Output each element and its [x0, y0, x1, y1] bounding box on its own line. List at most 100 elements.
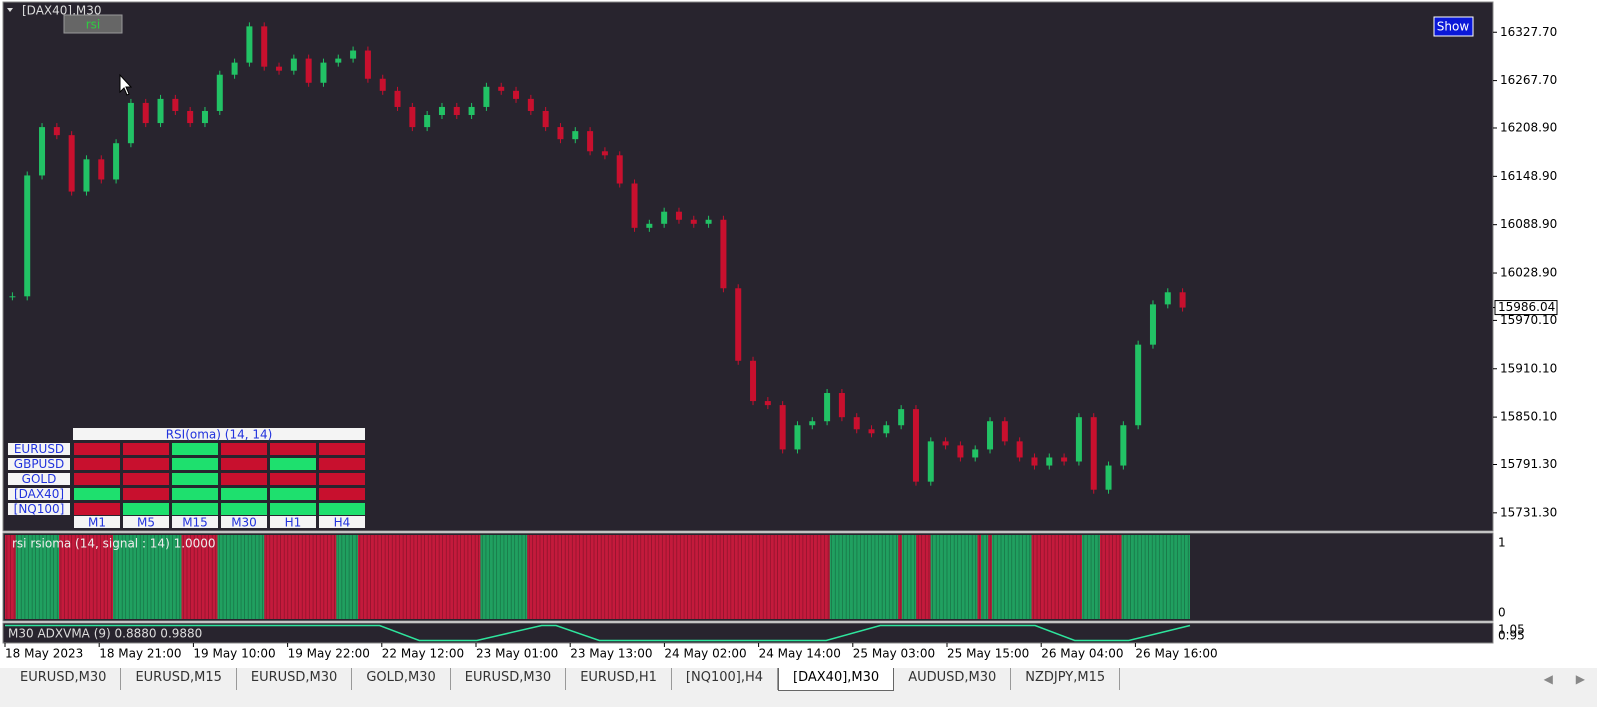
- show-button[interactable]: [1433, 16, 1474, 37]
- candle: [53, 127, 60, 136]
- y-tick-label: 16088.90: [1500, 217, 1557, 231]
- rsi-run-stripes: [1031, 535, 1082, 619]
- candle: [675, 211, 682, 220]
- chart-tab[interactable]: EURUSD,M15: [121, 668, 237, 690]
- signal-cell: [172, 443, 218, 455]
- signal-cell: [172, 473, 218, 485]
- candle: [1120, 425, 1127, 466]
- x-tick-label: 25 May 15:00: [947, 647, 1029, 661]
- chart-tab[interactable]: GOLD,M30: [352, 668, 451, 690]
- row-label: GBPUSD: [14, 457, 64, 471]
- x-tick-label: 22 May 12:00: [382, 647, 464, 661]
- table-header: [73, 428, 365, 440]
- rsi-run-stripes: [901, 535, 917, 619]
- candle: [1090, 417, 1097, 490]
- signal-cell: [74, 503, 120, 515]
- rsi-run-stripes: [981, 535, 989, 619]
- signal-cell: [123, 473, 169, 485]
- candle: [853, 417, 860, 430]
- candle: [661, 211, 668, 224]
- chart-tab[interactable]: EURUSD,M30: [6, 668, 122, 690]
- candle: [379, 78, 386, 91]
- candle: [705, 219, 712, 224]
- rsi-run-stripes: [1121, 535, 1190, 619]
- chart-tab[interactable]: [DAX40],M30: [778, 668, 895, 691]
- candle: [187, 110, 194, 124]
- signal-cell: [319, 503, 365, 515]
- rsi-run-stripes: [988, 535, 992, 619]
- candle: [972, 449, 979, 458]
- chart-window: [DAX40],M30 rsi Show rsi rsioma (14, sig…: [0, 0, 1597, 668]
- row-label-bg: [8, 503, 70, 515]
- chart-tab[interactable]: [NQ100],H4: [672, 668, 779, 690]
- candle: [720, 219, 727, 289]
- column-label: M15: [182, 516, 208, 530]
- candle: [572, 131, 579, 140]
- show-button-label[interactable]: Show: [1437, 20, 1470, 34]
- chart-symbol: [DAX40],M30: [22, 4, 102, 18]
- adx-line: [5, 624, 1191, 642]
- rsi-run-stripes: [264, 535, 337, 619]
- candle: [868, 429, 875, 434]
- candle: [142, 102, 149, 124]
- candle: [320, 62, 327, 83]
- candle: [646, 223, 653, 228]
- candle: [231, 62, 238, 75]
- candle: [838, 393, 845, 418]
- signal-cell: [172, 458, 218, 470]
- column-label: M5: [137, 516, 155, 530]
- candle: [957, 445, 964, 458]
- rsi-run-stripes: [829, 535, 899, 619]
- candle: [750, 360, 757, 402]
- rsi-run-stripes: [59, 535, 114, 619]
- x-tick-label: 26 May 04:00: [1041, 647, 1123, 661]
- column-label: M30: [231, 516, 257, 530]
- y-tick-label: 16148.90: [1500, 169, 1557, 183]
- signal-cell: [270, 503, 316, 515]
- signal-cell: [270, 473, 316, 485]
- column-label-bg: [74, 516, 120, 528]
- rsi-run-stripes: [217, 535, 265, 619]
- candle: [335, 58, 342, 63]
- chart-tab[interactable]: AUDUSD,M30: [894, 668, 1012, 690]
- chart-tab[interactable]: EURUSD,H1: [566, 668, 672, 690]
- rsi-button[interactable]: [63, 14, 123, 34]
- candle: [794, 425, 801, 450]
- candle: [364, 50, 371, 79]
- chart-tab[interactable]: EURUSD,M30: [237, 668, 353, 690]
- candle: [1001, 421, 1008, 442]
- candle: [764, 401, 771, 406]
- tab-scroll[interactable]: ◀ ▶: [1543, 672, 1585, 686]
- row-label-bg: [8, 443, 70, 455]
- candle: [68, 135, 75, 192]
- rsi-run-stripes: [181, 535, 218, 619]
- rsi-run-stripes: [527, 535, 830, 619]
- candle: [1031, 457, 1038, 466]
- collapse-icon[interactable]: [7, 8, 13, 12]
- current-price-label: 15986.04: [1498, 300, 1555, 314]
- signal-cell: [74, 458, 120, 470]
- signal-cell: [221, 458, 267, 470]
- rsi-run-stripes: [991, 535, 1032, 619]
- candle: [172, 98, 179, 111]
- candle: [305, 58, 312, 83]
- rsi-run-stripes: [916, 535, 931, 619]
- rsi-run-stripes: [15, 535, 60, 619]
- candle: [1075, 417, 1082, 462]
- y-tick-label: 15791.30: [1500, 457, 1557, 471]
- signal-cell: [319, 488, 365, 500]
- candle: [98, 159, 105, 180]
- rsi-y-tick-label: 1: [1498, 536, 1506, 550]
- candle: [1149, 304, 1156, 345]
- rsi-run-stripes: [5, 535, 16, 619]
- signal-cell: [123, 443, 169, 455]
- candle: [912, 409, 919, 482]
- chart-tab[interactable]: NZDJPY,M15: [1011, 668, 1121, 690]
- signal-cell: [270, 458, 316, 470]
- candle: [1016, 441, 1023, 458]
- cursor: [119, 73, 133, 96]
- rsi-button-label[interactable]: rsi: [86, 18, 101, 32]
- chart-tab[interactable]: EURUSD,M30: [451, 668, 567, 690]
- signal-cell: [172, 488, 218, 500]
- candle: [453, 106, 460, 116]
